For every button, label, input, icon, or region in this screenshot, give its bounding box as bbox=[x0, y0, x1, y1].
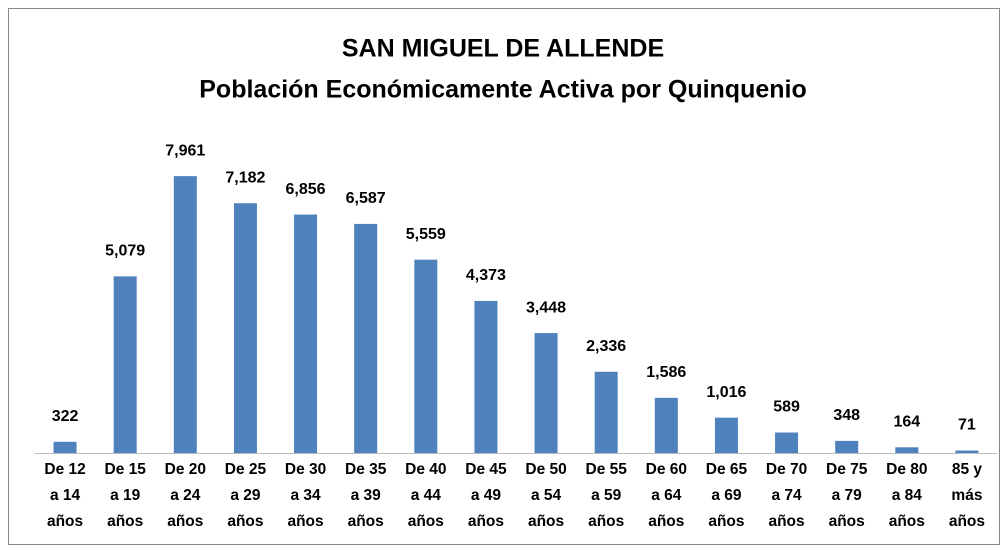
data-label: 7,961 bbox=[165, 142, 205, 159]
bar bbox=[775, 432, 799, 453]
bar bbox=[354, 223, 378, 453]
x-tick-label: De 55 a 59 años bbox=[585, 461, 627, 530]
data-label: 6,587 bbox=[346, 190, 386, 207]
data-label: 7,182 bbox=[225, 169, 265, 186]
data-label: 71 bbox=[958, 417, 976, 434]
x-tick-label: De 12 a 14 años bbox=[44, 461, 86, 530]
bar bbox=[414, 259, 438, 453]
data-label: 348 bbox=[833, 407, 860, 424]
x-tick-label: De 70 a 74 años bbox=[765, 461, 808, 530]
x-tick-label: De 25 a 29 años bbox=[224, 461, 267, 530]
data-label: 164 bbox=[893, 414, 920, 431]
x-tick-label: De 40 a 44 años bbox=[405, 461, 447, 530]
data-label: 6,856 bbox=[286, 181, 326, 198]
bar bbox=[835, 440, 859, 453]
data-label: 1,016 bbox=[706, 384, 746, 401]
bar bbox=[895, 447, 919, 453]
bar bbox=[534, 333, 558, 453]
bar bbox=[233, 203, 257, 453]
data-label: 3,448 bbox=[526, 299, 566, 316]
x-tick-label: De 65 a 69 años bbox=[705, 461, 748, 530]
x-tick-label: De 30 a 34 años bbox=[284, 461, 327, 530]
data-label: 5,559 bbox=[406, 226, 446, 243]
chart-title: SAN MIGUEL DE ALLENDE bbox=[342, 35, 664, 63]
x-tick-label: De 35 a 39 años bbox=[345, 461, 387, 530]
data-label: 1,586 bbox=[646, 364, 686, 381]
data-label: 5,079 bbox=[105, 243, 145, 260]
bar bbox=[474, 300, 498, 453]
data-label: 322 bbox=[52, 408, 79, 425]
data-label: 589 bbox=[773, 399, 800, 416]
x-tick-label: De 45 a 49 años bbox=[465, 461, 507, 530]
x-tick-label: De 80 a 84 años bbox=[886, 461, 928, 530]
chart-subtitle: Población Económicamente Activa por Quin… bbox=[199, 76, 807, 104]
data-label: 2,336 bbox=[586, 338, 626, 355]
bar bbox=[955, 450, 979, 453]
bar bbox=[714, 417, 738, 453]
bar bbox=[53, 441, 77, 453]
x-tick-label: De 15 a 19 años bbox=[104, 461, 146, 530]
x-tick-label: 85 y más años bbox=[948, 461, 986, 530]
bar bbox=[294, 214, 318, 453]
bar bbox=[654, 397, 678, 453]
data-label: 4,373 bbox=[466, 267, 506, 284]
chart-frame bbox=[8, 8, 1000, 545]
x-tick-label: De 60 a 64 años bbox=[645, 461, 687, 530]
x-tick-label: De 75 a 79 años bbox=[826, 461, 868, 530]
x-tick-label: De 50 a 54 años bbox=[525, 461, 567, 530]
x-tick-label: De 20 a 24 años bbox=[164, 461, 206, 530]
bar bbox=[594, 371, 618, 453]
bar bbox=[173, 176, 197, 454]
bar bbox=[113, 276, 137, 453]
